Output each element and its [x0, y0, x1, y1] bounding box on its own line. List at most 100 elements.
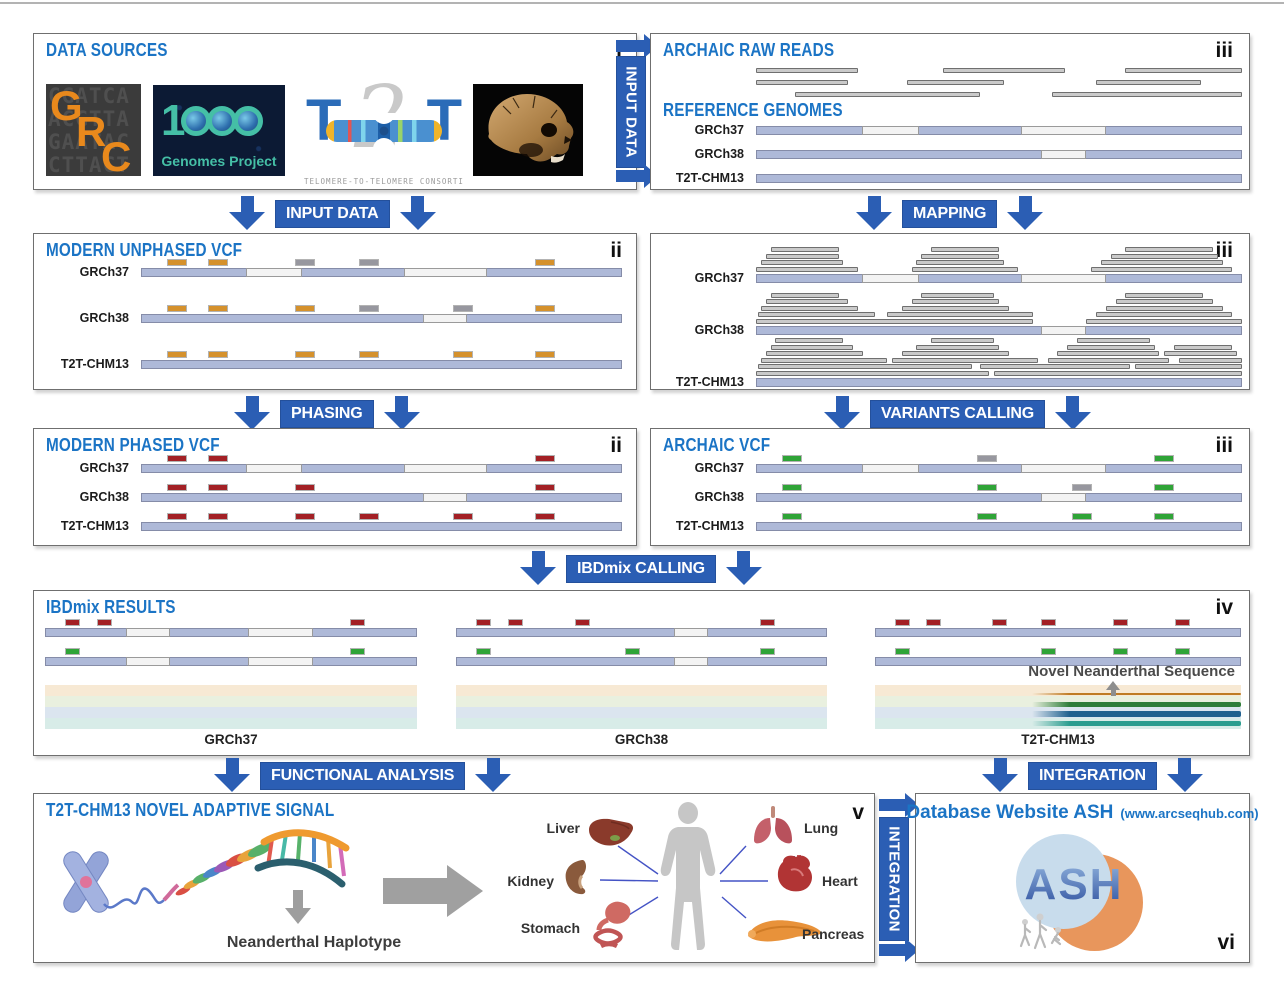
- gray-right-arrow: [383, 878, 447, 904]
- variant-marker-green: [65, 648, 81, 655]
- variant-marker-red: [926, 619, 942, 626]
- panel-title: IBDmix RESULTS: [46, 597, 176, 617]
- mapped-read: [930, 247, 999, 252]
- kidney-label: Kidney: [507, 873, 554, 889]
- mapped-read: [1086, 318, 1242, 324]
- panel-modern-unphased-vcf: MODERN UNPHASED VCF ii GRCh37 GRCh38 T2T-C…: [33, 233, 637, 390]
- novel-neanderthal-sequence-line: [1032, 701, 1241, 707]
- genome-gap-segment: [862, 126, 919, 135]
- mapped-read: [1135, 364, 1242, 369]
- assembly-label: T2T-CHM13: [1021, 732, 1095, 747]
- genome-bar: [141, 360, 622, 369]
- mapped-read: [1125, 247, 1213, 252]
- genome-gap-segment: [1021, 126, 1106, 135]
- mapped-read: [1057, 351, 1160, 356]
- mapped-read: [901, 305, 1009, 311]
- genome-bar: [756, 126, 1242, 135]
- genome-gap-segment: [673, 657, 709, 666]
- variant-marker-orange: [535, 305, 556, 312]
- down-arrow-icon: [824, 396, 860, 430]
- panel-novel-adaptive-signal: T2T-CHM13 NOVEL ADAPTIVE SIGNAL v: [33, 793, 875, 963]
- integration-vertical-label: INTEGRATION: [885, 826, 903, 932]
- genome-label: T2T-CHM13: [675, 519, 744, 533]
- mapped-read: [930, 338, 995, 343]
- variant-marker-red: [207, 513, 228, 520]
- down-arrow-icon: [725, 551, 762, 585]
- variant-marker-green: [1154, 484, 1175, 491]
- variant-marker-green: [976, 484, 997, 491]
- mapped-read: [770, 344, 854, 350]
- mapped-read: [1076, 338, 1150, 343]
- variant-marker-green: [349, 648, 365, 655]
- mapped-read: [1125, 292, 1204, 298]
- mapped-read: [758, 364, 973, 369]
- raw-read: [756, 80, 849, 85]
- variant-marker-red: [535, 484, 556, 491]
- variant-marker-gray: [294, 259, 315, 266]
- mapped-read: [979, 364, 1131, 369]
- novel-neanderthal-sequence-line: [1032, 710, 1241, 717]
- genome-gap-segment: [245, 268, 303, 277]
- mapped-read: [921, 253, 999, 259]
- variant-marker-red: [453, 513, 474, 520]
- mapped-read: [1096, 312, 1233, 317]
- genome-label: T2T-CHM13: [60, 357, 129, 371]
- genome-bar: [756, 464, 1242, 473]
- genome-bar: [141, 314, 622, 323]
- variant-marker-red: [167, 455, 188, 462]
- down-arrow-icon: [214, 758, 250, 792]
- panel-archaic-vcf: ARCHAIC VCF iii GRCh37 GRCh38 T2T-CHM13: [650, 428, 1250, 546]
- down-arrow-icon: [475, 758, 512, 792]
- grc-letter-g: G: [50, 84, 83, 129]
- panel-title: T2T-CHM13 NOVEL ADAPTIVE SIGNAL: [46, 800, 335, 820]
- lung-label: Lung: [804, 820, 839, 836]
- mapped-read: [911, 266, 1019, 272]
- genome-bar: [141, 464, 622, 473]
- lung-icon: [750, 806, 796, 851]
- heart-icon: [769, 852, 815, 899]
- variant-marker-red: [535, 455, 556, 462]
- genome-bar: [756, 274, 1242, 283]
- ancestry-stripe: [45, 707, 417, 718]
- phasing-arrow: PHASING: [234, 396, 420, 430]
- haplotype-label: Neanderthal Haplotype: [226, 934, 402, 951]
- genome-gap-segment: [673, 628, 709, 637]
- variants-calling-arrow: VARIANTS CALLING: [824, 396, 1091, 430]
- gray-right-arrow-head: [447, 865, 483, 917]
- panel-archaic-raw-reads: ARCHAIC RAW READS iii REFERENCE GENOMES …: [650, 33, 1250, 190]
- organ-connector-lines: [599, 845, 768, 919]
- panel-numeral: iii: [1215, 434, 1233, 457]
- phasing-label: PHASING: [280, 400, 374, 428]
- raw-read: [906, 80, 1004, 85]
- mapped-read: [901, 351, 1009, 356]
- ancestry-stripe: [456, 718, 827, 729]
- panel-numeral: vi: [1217, 931, 1235, 954]
- pancreas-icon: [744, 914, 826, 953]
- mapped-read: [1047, 357, 1170, 363]
- genome-label: GRCh37: [79, 461, 129, 475]
- pancreas-label: Pancreas: [802, 926, 865, 942]
- variant-marker-red: [349, 619, 365, 626]
- ash-blue-circle: [1016, 834, 1111, 929]
- variant-marker-orange: [359, 351, 380, 358]
- liver-label: Liver: [546, 820, 580, 836]
- mapped-read: [775, 338, 844, 343]
- variant-marker-red: [207, 484, 228, 491]
- mapped-read: [1101, 260, 1223, 265]
- variant-marker-red: [507, 619, 523, 626]
- human-body-silhouette: [660, 802, 716, 950]
- panel-numeral: iv: [1215, 596, 1233, 619]
- variant-marker-green: [1041, 648, 1057, 655]
- genome-gap-segment: [126, 628, 171, 637]
- variant-marker-red: [760, 619, 776, 626]
- liver-icon: [587, 816, 635, 855]
- assembly-label: GRCh38: [614, 732, 669, 747]
- down-arrow-icon: [1054, 396, 1091, 430]
- mapped-read: [760, 260, 844, 265]
- panel-title: MODERN UNPHASED VCF: [46, 240, 243, 260]
- thousand-genomes-logo: 1 Genomes Project: [153, 85, 285, 176]
- variant-marker-red: [1174, 619, 1190, 626]
- variant-marker-green: [1174, 648, 1190, 655]
- variants-calling-label: VARIANTS CALLING: [870, 400, 1045, 428]
